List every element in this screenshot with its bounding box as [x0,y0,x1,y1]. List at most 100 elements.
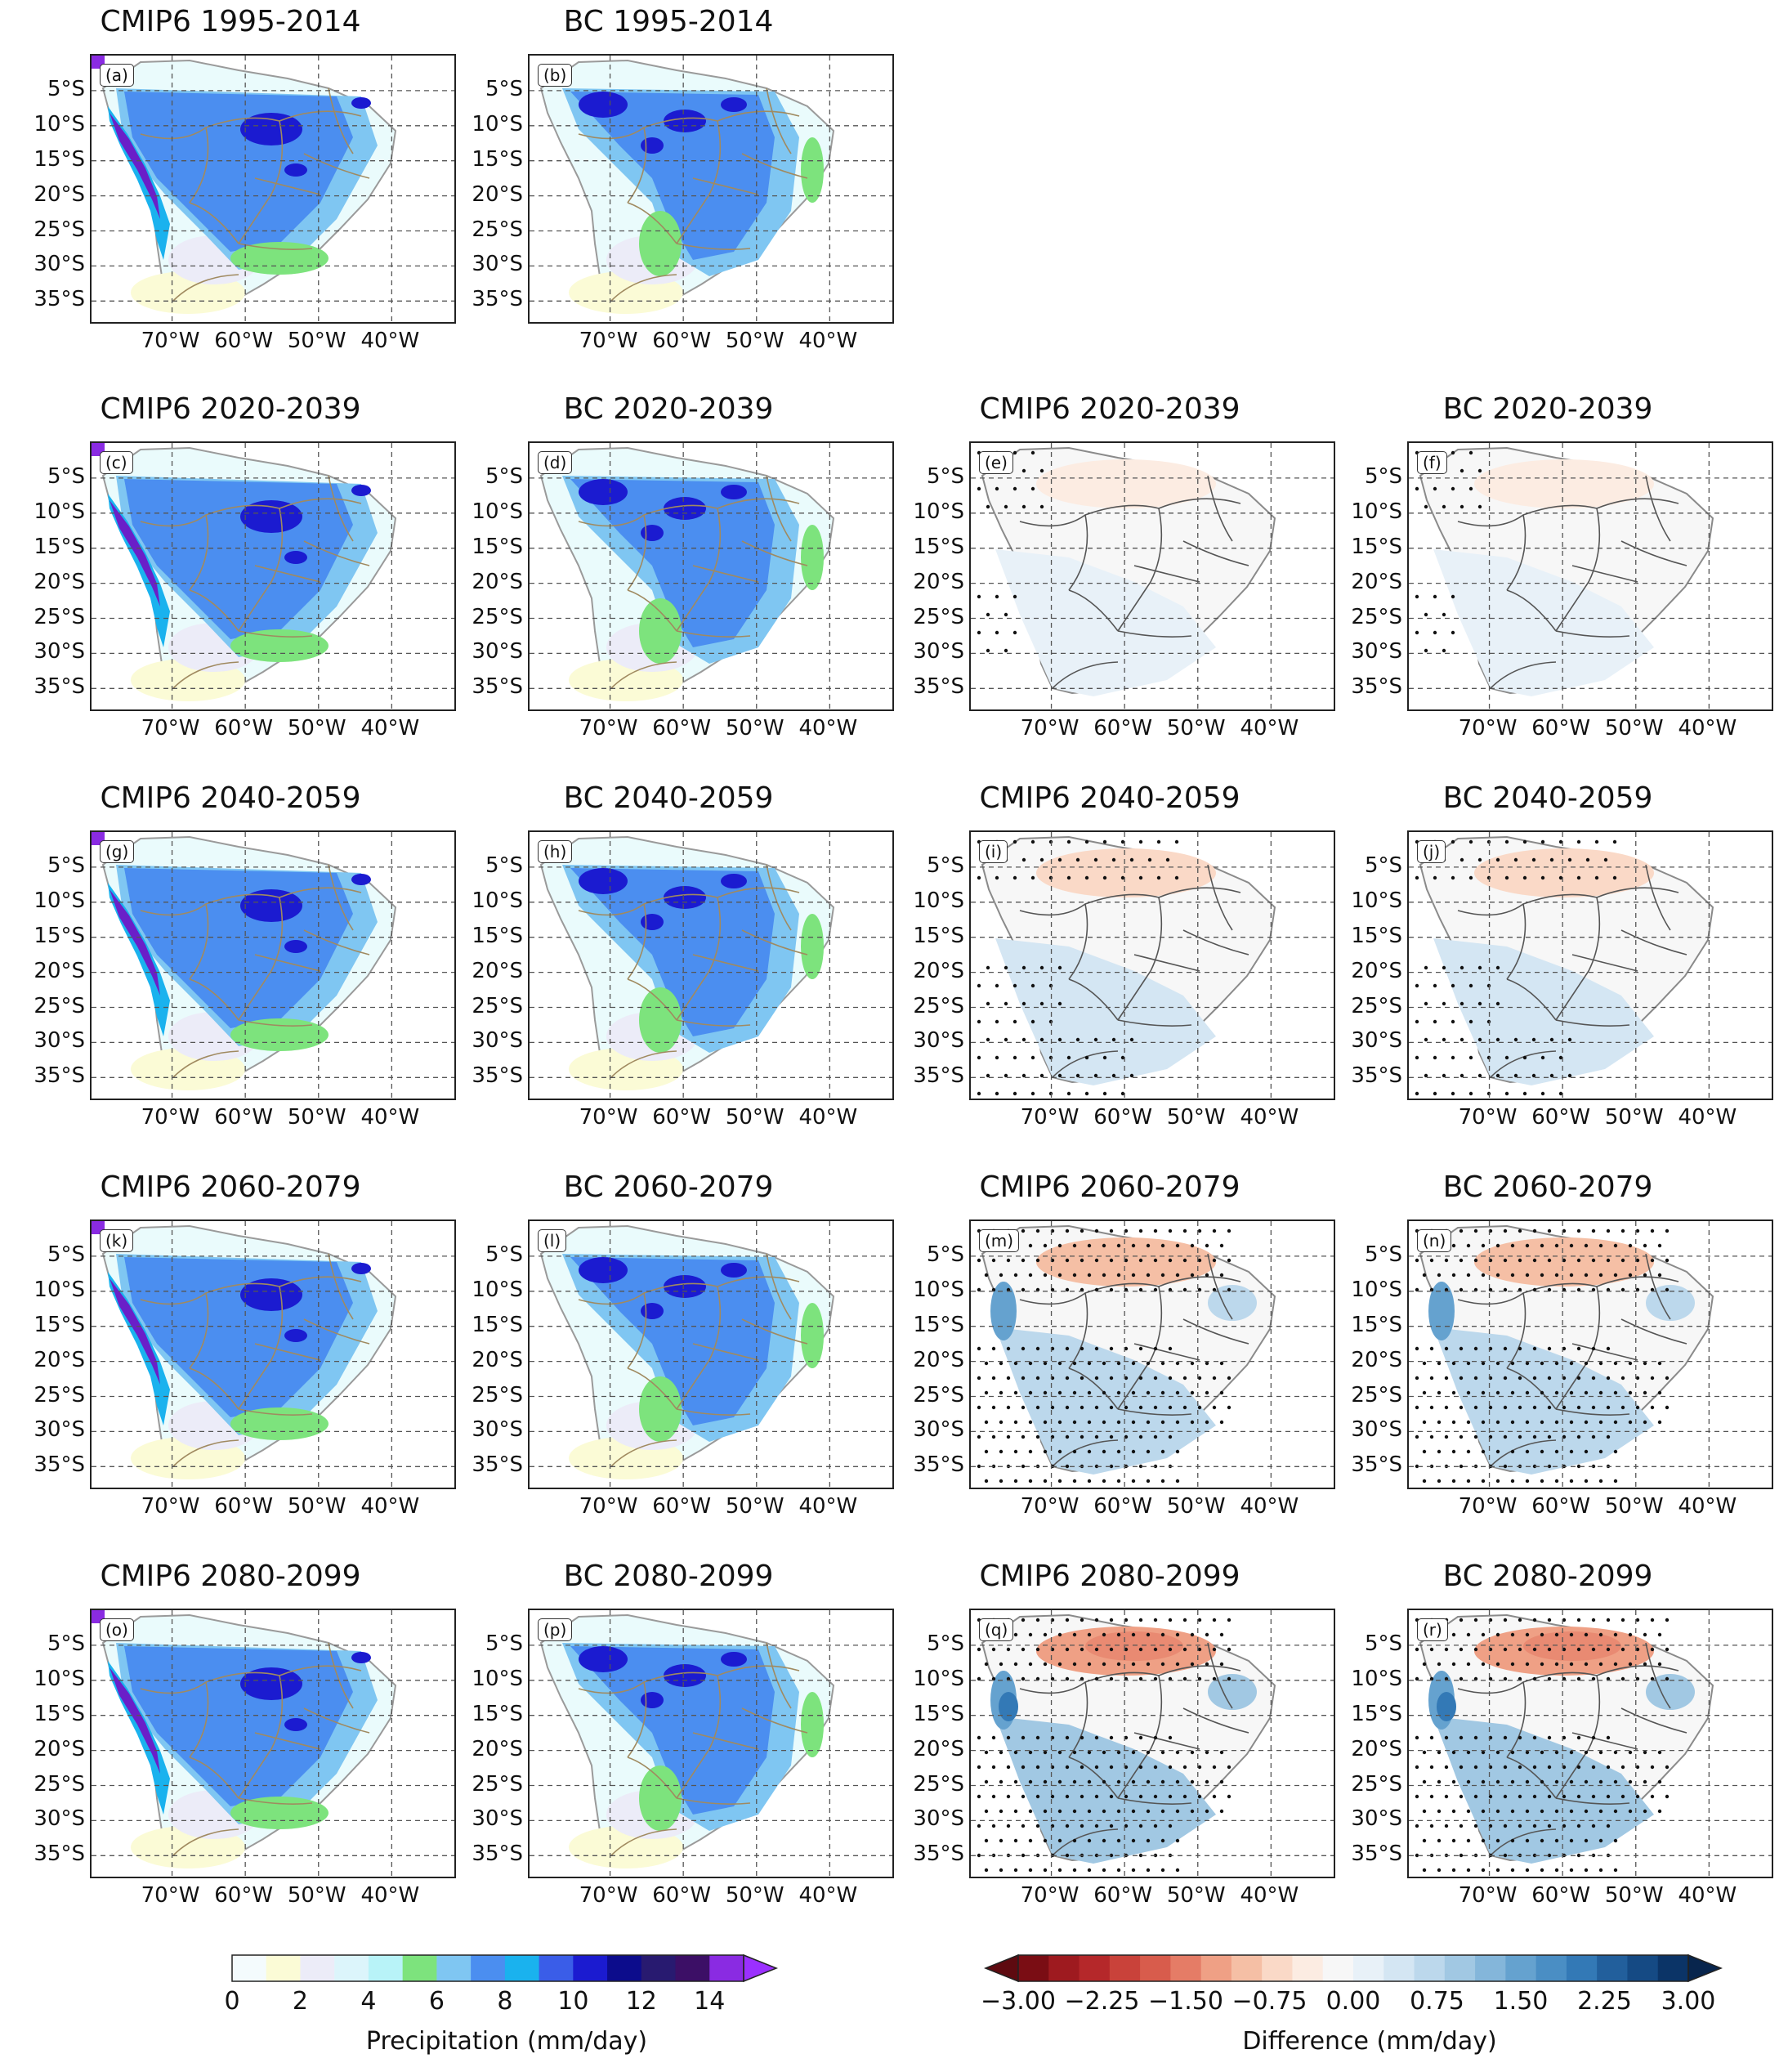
panel-title: BC 2060-2079 [1442,1170,1653,1204]
latitude-tick-label: 30°S [472,1806,523,1832]
longitude-tick-label: 60°W [1093,1105,1153,1130]
latitude-tick-label: 5°S [926,1631,964,1656]
longitude-tick-label: 50°W [725,1494,784,1519]
colorbar-segment [573,1955,608,1981]
longitude-tick-label: 60°W [1531,1494,1591,1519]
latitude-tick-label: 30°S [34,1028,85,1054]
difference-map [1409,1221,1772,1488]
latitude-tick-label: 25°S [472,1382,523,1407]
longitude-tick-label: 40°W [798,329,858,353]
longitude-tick-label: 60°W [1093,716,1153,741]
latitude-tick-label: 25°S [472,217,523,242]
latitude-tick-label: 20°S [34,569,85,594]
colorbar-segment [1627,1955,1659,1981]
panel-title: CMIP6 2040-2059 [100,781,361,815]
colorbar-segment [1292,1955,1324,1981]
precipitation-colorbar-tick: 2 [292,1987,308,2016]
panel-label: (d) [538,451,573,474]
colorbar-segment [368,1955,404,1981]
map-panel-a: CMIP6 1995-2014 (a) 5°S 10°S 15°S 20°S 25°S 30°… [10,0,456,360]
colorbar-segment [1140,1955,1171,1981]
latitude-tick-label: 15°S [34,1701,85,1726]
colorbar-segment [1597,1955,1628,1981]
longitude-tick-label: 70°W [579,1883,638,1908]
longitude-tick-label: 40°W [360,329,420,353]
latitude-tick-label: 5°S [1364,853,1402,878]
latitude-tick-label: 5°S [485,853,523,878]
longitude-tick-label: 60°W [652,716,712,741]
latitude-tick-label: 30°S [1351,1417,1402,1443]
longitude-tick-label: 60°W [652,1105,712,1130]
longitude-tick-label: 70°W [579,1105,638,1130]
map-area: (f) [1407,441,1773,711]
latitude-tick-label: 35°S [34,287,85,312]
longitude-tick-label: 70°W [1020,1883,1080,1908]
panel-title: CMIP6 2080-2099 [100,1560,361,1593]
longitude-tick-label: 60°W [1531,1105,1591,1130]
difference-colorbar: −3.00 −2.25 −1.50 −0.75 0.00 0.75 1.50 2.25 3.00… [977,1952,1762,2058]
map-panel-g: CMIP6 2040-2059 (g) 5°S 10°S 15°S 20°S 25°S 30°… [10,776,456,1136]
latitude-tick-label: 20°S [34,1736,85,1761]
latitude-tick-label: 30°S [34,1806,85,1832]
latitude-tick-label: 20°S [472,958,523,983]
latitude-tick-label: 5°S [47,463,85,489]
panel-title: BC 2080-2099 [563,1560,774,1593]
precipitation-map [92,56,454,322]
difference-colorbar-tick: −2.25 [1064,1987,1140,2016]
latitude-tick-label: 10°S [34,1666,85,1691]
panel-title: CMIP6 2060-2079 [100,1170,361,1204]
latitude-tick-label: 10°S [913,1666,964,1691]
map-area: (b) [528,54,894,324]
latitude-tick-label: 35°S [913,1842,964,1867]
panel-label: (h) [538,840,573,863]
longitude-tick-label: 50°W [287,1105,346,1130]
latitude-tick-label: 5°S [485,1242,523,1267]
latitude-tick-label: 30°S [472,639,523,665]
longitude-tick-label: 50°W [1166,716,1226,741]
colorbar-segment [1079,1955,1111,1981]
precipitation-colorbar-tick: 14 [694,1987,726,2016]
longitude-tick-label: 40°W [1240,1883,1299,1908]
precipitation-colorbar-scale [231,1953,779,1983]
colorbar-segment [471,1955,506,1981]
difference-colorbar-tick: −0.75 [1231,1987,1307,2016]
latitude-tick-label: 20°S [472,1736,523,1761]
precipitation-map [530,1221,892,1488]
colorbar-segment [402,1955,437,1981]
map-area: (h) [528,830,894,1100]
latitude-tick-label: 35°S [472,1452,523,1478]
longitude-tick-label: 70°W [141,329,200,353]
latitude-tick-label: 35°S [1351,674,1402,700]
longitude-tick-label: 50°W [725,329,784,353]
longitude-tick-label: 50°W [287,716,346,741]
longitude-tick-label: 50°W [1166,1105,1226,1130]
longitude-tick-label: 70°W [141,1494,200,1519]
map-area: (e) [969,441,1335,711]
latitude-tick-label: 15°S [472,1701,523,1726]
latitude-tick-label: 15°S [472,534,523,559]
panel-label: (c) [100,451,133,474]
longitude-tick-label: 70°W [1458,1105,1518,1130]
latitude-tick-label: 10°S [1351,499,1402,524]
longitude-tick-label: 70°W [579,1494,638,1519]
difference-map [1409,1610,1772,1877]
latitude-tick-label: 35°S [472,674,523,700]
latitude-tick-label: 10°S [913,888,964,913]
latitude-tick-label: 25°S [472,993,523,1018]
latitude-tick-label: 30°S [913,639,964,665]
latitude-tick-label: 15°S [472,923,523,948]
latitude-tick-label: 30°S [472,252,523,277]
map-area: (j) [1407,830,1773,1100]
longitude-tick-label: 60°W [652,1494,712,1519]
longitude-tick-label: 40°W [1240,716,1299,741]
map-panel-o: CMIP6 2080-2099 (o) 5°S 10°S 15°S 20°S 25°S 30°… [10,1555,456,1914]
difference-colorbar-tick: 0.00 [1325,1987,1381,2016]
colorbar-segment [1048,1955,1080,1981]
difference-colorbar-tick: −1.50 [1148,1987,1223,2016]
colorbar-segment [709,1955,744,1981]
latitude-tick-label: 30°S [913,1028,964,1054]
difference-colorbar-tick: 0.75 [1410,1987,1464,2016]
map-area: (m) [969,1219,1335,1489]
latitude-tick-label: 30°S [34,252,85,277]
longitude-tick-label: 70°W [1020,1494,1080,1519]
